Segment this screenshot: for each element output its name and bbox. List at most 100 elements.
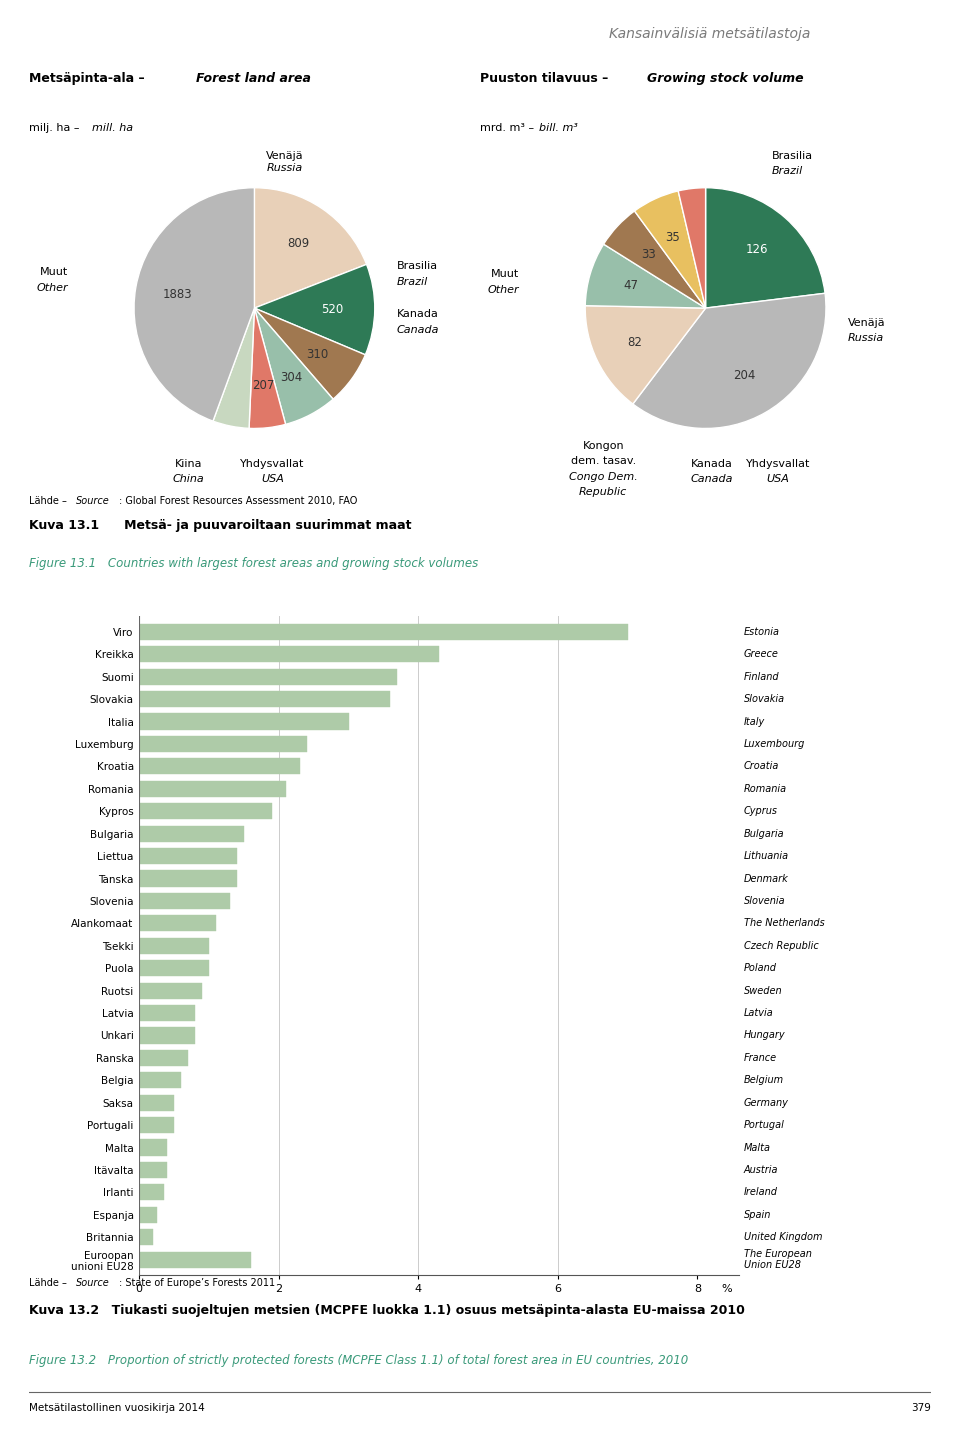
- Text: Venäjä: Venäjä: [848, 318, 885, 328]
- Text: The Netherlands: The Netherlands: [744, 919, 825, 929]
- Bar: [139, 802, 272, 820]
- Bar: [139, 1184, 163, 1201]
- Bar: [139, 781, 286, 797]
- Text: Brasilia: Brasilia: [396, 261, 438, 271]
- Wedge shape: [134, 188, 254, 421]
- Bar: [139, 916, 216, 931]
- Bar: [139, 825, 244, 841]
- Text: Republic: Republic: [579, 487, 628, 497]
- Wedge shape: [254, 308, 366, 400]
- Text: Poland: Poland: [744, 963, 777, 973]
- Wedge shape: [706, 188, 825, 308]
- Text: Latvia: Latvia: [744, 1007, 774, 1017]
- Text: Russia: Russia: [848, 334, 884, 342]
- Text: United Kingdom: United Kingdom: [744, 1232, 823, 1242]
- Text: France: France: [744, 1053, 778, 1063]
- Text: Brasilia: Brasilia: [772, 152, 813, 162]
- Bar: [139, 1095, 174, 1111]
- Text: Romania: Romania: [744, 784, 787, 794]
- Text: dem. tasav.: dem. tasav.: [570, 456, 636, 466]
- Bar: [139, 1251, 251, 1268]
- Text: 126: 126: [746, 244, 769, 257]
- Text: : Global Forest Resources Assessment 2010, FAO: : Global Forest Resources Assessment 201…: [119, 496, 357, 506]
- Text: China: China: [173, 474, 204, 484]
- Text: : State of Europe’s Forests 2011: : State of Europe’s Forests 2011: [119, 1278, 276, 1288]
- Text: Italy: Italy: [744, 716, 765, 727]
- Wedge shape: [678, 188, 706, 308]
- Bar: [139, 1139, 167, 1155]
- Text: Sweden: Sweden: [744, 986, 782, 996]
- Text: Kuva 13.2 Tiukasti suojeltujen metsien (MCPFE luokka 1.1) osuus metsäpinta-alast: Kuva 13.2 Tiukasti suojeltujen metsien (…: [29, 1304, 745, 1317]
- Bar: [139, 737, 306, 752]
- Wedge shape: [254, 308, 333, 424]
- Bar: [139, 870, 237, 887]
- Wedge shape: [635, 191, 706, 308]
- Text: Portugal: Portugal: [744, 1121, 785, 1131]
- Text: Canada: Canada: [396, 325, 439, 335]
- Text: Slovakia: Slovakia: [744, 694, 785, 704]
- Text: Growing stock volume: Growing stock volume: [647, 72, 804, 85]
- Text: The European
Union EU28: The European Union EU28: [744, 1250, 812, 1271]
- Text: Luxembourg: Luxembourg: [744, 739, 805, 749]
- Text: 809: 809: [287, 236, 310, 249]
- Text: Kongon: Kongon: [583, 440, 624, 450]
- Bar: [139, 1207, 156, 1222]
- Bar: [139, 1072, 181, 1089]
- Bar: [139, 1005, 195, 1022]
- Text: Kanada: Kanada: [396, 310, 439, 320]
- Bar: [139, 893, 229, 909]
- Text: Brazil: Brazil: [396, 277, 428, 287]
- Text: mill. ha: mill. ha: [92, 123, 133, 133]
- Text: Bulgaria: Bulgaria: [744, 828, 784, 838]
- Wedge shape: [254, 188, 367, 308]
- Text: 35: 35: [665, 231, 681, 244]
- Text: Congo Dem.: Congo Dem.: [569, 471, 637, 481]
- Text: 82: 82: [628, 335, 642, 348]
- Bar: [139, 960, 209, 976]
- Text: Spain: Spain: [744, 1209, 772, 1219]
- Text: Yhdysvallat: Yhdysvallat: [746, 459, 810, 469]
- Text: Source: Source: [76, 496, 109, 506]
- Bar: [139, 937, 209, 954]
- Text: Croatia: Croatia: [744, 761, 780, 771]
- Bar: [139, 669, 397, 685]
- Text: 33: 33: [641, 248, 656, 261]
- Text: Lithuania: Lithuania: [744, 851, 789, 861]
- Text: Cyprus: Cyprus: [744, 807, 778, 817]
- Text: 379: 379: [911, 1403, 931, 1413]
- Wedge shape: [586, 305, 706, 404]
- Text: Slovenia: Slovenia: [744, 896, 785, 906]
- Text: Czech Republic: Czech Republic: [744, 941, 819, 950]
- Text: Kanada: Kanada: [690, 459, 732, 469]
- Bar: [139, 623, 628, 641]
- Text: Austria: Austria: [744, 1165, 779, 1175]
- Text: Muut: Muut: [491, 269, 519, 279]
- Text: Muut: Muut: [39, 267, 68, 277]
- Text: 207: 207: [252, 380, 275, 393]
- Text: Other: Other: [488, 285, 519, 295]
- Bar: [139, 1050, 188, 1066]
- Text: Greece: Greece: [744, 649, 779, 659]
- Text: 310: 310: [306, 348, 329, 361]
- Text: Lähde –: Lähde –: [29, 1278, 70, 1288]
- Text: Figure 13.1 Countries with largest forest areas and growing stock volumes: Figure 13.1 Countries with largest fores…: [29, 557, 478, 570]
- Text: Germany: Germany: [744, 1098, 789, 1108]
- Text: %: %: [722, 1284, 732, 1294]
- Wedge shape: [633, 294, 826, 428]
- Bar: [139, 691, 391, 708]
- Text: milj. ha –: milj. ha –: [29, 123, 83, 133]
- Text: USA: USA: [261, 474, 284, 484]
- Text: Yhdysvallat: Yhdysvallat: [240, 459, 304, 469]
- Text: Kuva 13.1  Metsä- ja puuvaroiltaan suurimmat maat: Kuva 13.1 Metsä- ja puuvaroiltaan suurim…: [29, 519, 411, 532]
- Text: Finland: Finland: [744, 672, 780, 682]
- Text: Ireland: Ireland: [744, 1188, 778, 1198]
- Text: Brazil: Brazil: [772, 166, 804, 176]
- Text: 204: 204: [733, 370, 756, 383]
- Text: 47: 47: [623, 279, 638, 292]
- Text: mrd. m³ –: mrd. m³ –: [480, 123, 538, 133]
- Text: 520: 520: [322, 302, 344, 315]
- Text: Venäjä: Venäjä: [266, 152, 303, 162]
- Text: 1883: 1883: [162, 288, 192, 301]
- Wedge shape: [586, 244, 706, 308]
- Wedge shape: [604, 211, 706, 308]
